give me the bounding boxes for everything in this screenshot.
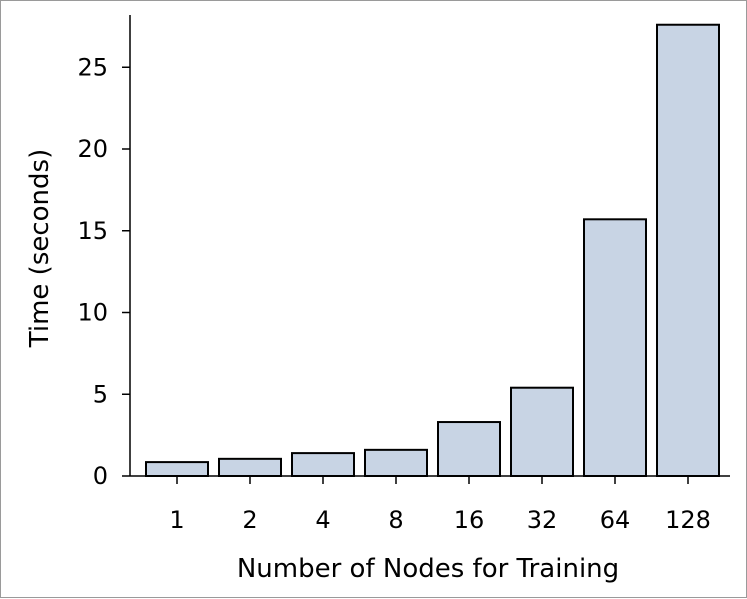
y-tick-label: 15	[77, 217, 108, 245]
y-tick-label: 25	[77, 53, 108, 81]
bar-64	[583, 218, 647, 477]
y-axis-label: Time (seconds)	[25, 149, 55, 348]
bar-128	[656, 23, 720, 478]
x-tick-label: 1	[169, 506, 184, 534]
bar-8	[364, 448, 428, 477]
x-tick-label: 128	[665, 506, 711, 534]
y-axis-ticks: 0 5 10 15 20 25	[77, 53, 130, 490]
x-tick-label: 8	[388, 506, 403, 534]
bar-32	[510, 386, 574, 477]
x-tick-label: 64	[600, 506, 631, 534]
bars	[145, 23, 720, 478]
y-tick-label: 10	[77, 299, 108, 327]
y-tick-label: 5	[93, 380, 108, 408]
bar-4	[291, 452, 355, 477]
x-tick-label: 4	[315, 506, 330, 534]
x-axis-ticks: 1 2 4 8 16 32 64 128	[169, 476, 711, 534]
bar-16	[437, 421, 501, 478]
y-tick-label: 20	[77, 135, 108, 163]
x-tick-label: 32	[527, 506, 558, 534]
x-tick-label: 16	[454, 506, 485, 534]
x-tick-label: 2	[242, 506, 257, 534]
bar-1	[145, 461, 209, 478]
x-axis-label: Number of Nodes for Training	[237, 554, 619, 584]
y-tick-label: 0	[93, 462, 108, 490]
bar-2	[218, 457, 282, 477]
